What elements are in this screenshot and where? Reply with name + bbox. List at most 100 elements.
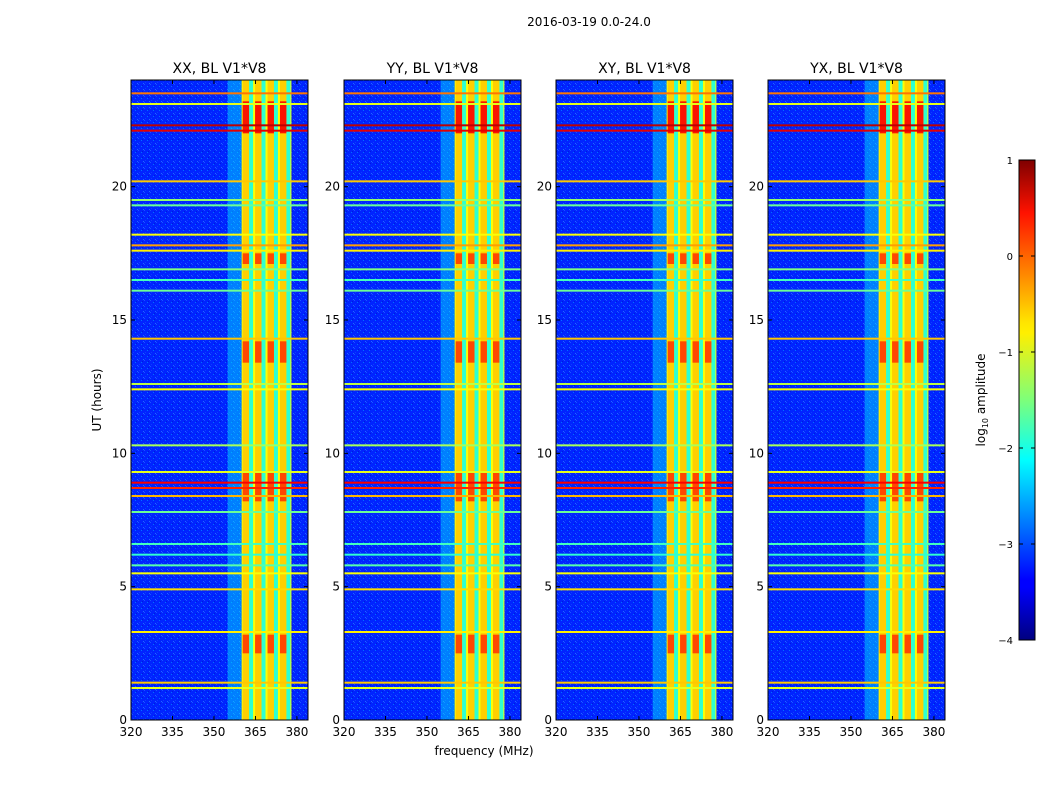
- panel-frame: [130, 79, 309, 721]
- x-tick-label: 320: [757, 725, 780, 739]
- hot-interval: [455, 253, 463, 264]
- hot-interval: [879, 253, 887, 264]
- rfi-line: [768, 481, 945, 484]
- rfi-line: [768, 92, 945, 95]
- hot-interval: [680, 101, 687, 134]
- rfi-line: [768, 103, 945, 105]
- y-tick-label: 5: [332, 580, 340, 594]
- x-tick-label: 350: [628, 725, 651, 739]
- rfi-line: [131, 543, 308, 545]
- rfi-line: [556, 279, 733, 281]
- hot-interval: [267, 101, 274, 134]
- y-axis-label: UT (hours): [90, 368, 104, 431]
- rfi-line: [344, 92, 521, 95]
- rfi-line: [556, 543, 733, 545]
- rfi-line: [768, 588, 945, 591]
- hot-interval: [892, 253, 899, 264]
- hot-interval: [492, 341, 500, 363]
- hot-interval: [480, 253, 487, 264]
- rfi-line: [131, 204, 308, 207]
- panel-frame: [767, 79, 946, 721]
- x-tick-label: 335: [374, 725, 397, 739]
- hot-interval: [667, 472, 675, 502]
- sub-band-gap: [910, 80, 915, 720]
- rfi-line: [344, 471, 521, 473]
- band-halo: [864, 80, 879, 720]
- rfi-line: [131, 388, 308, 391]
- rfi-line: [556, 289, 733, 292]
- x-tick-label: 350: [203, 725, 226, 739]
- rfi-line: [768, 289, 945, 292]
- rfi-line: [768, 249, 945, 252]
- rfi-line: [344, 481, 521, 484]
- hot-interval: [468, 634, 475, 654]
- rfi-line: [768, 129, 945, 132]
- y-tick-label: 0: [332, 713, 340, 727]
- rfi-line: [344, 249, 521, 252]
- sub-band-gap: [273, 80, 278, 720]
- rfi-line: [768, 572, 945, 575]
- panel-xy: XY, BL V1*V8 320 335 350 365 380 0 5 10 15 20: [537, 61, 734, 739]
- hot-interval: [879, 341, 887, 363]
- y-tick-label: 20: [749, 180, 764, 194]
- hot-interval: [455, 341, 463, 363]
- hot-interval: [667, 253, 675, 264]
- hot-interval: [916, 101, 924, 134]
- rfi-line: [344, 244, 521, 247]
- sub-band-gap: [674, 80, 679, 720]
- hot-interval: [892, 101, 899, 134]
- rfi-line: [131, 471, 308, 473]
- y-tick-label: 15: [325, 313, 340, 327]
- hot-interval: [892, 472, 899, 502]
- hot-interval: [255, 341, 262, 363]
- sub-band-gap: [923, 80, 928, 720]
- y-tick-label: 5: [119, 580, 127, 594]
- colorbar-tick-label: −3: [998, 540, 1013, 551]
- rfi-line: [131, 289, 308, 292]
- rfi-line: [768, 233, 945, 236]
- hot-interval: [480, 101, 487, 134]
- panel-title: XX, BL V1*V8: [173, 61, 267, 77]
- hot-interval: [904, 634, 911, 654]
- colorbar-tick-label: −1: [998, 348, 1013, 359]
- hot-interval: [455, 472, 463, 502]
- colorbar-label-sub: 10: [981, 418, 990, 428]
- hot-interval: [704, 101, 712, 134]
- rfi-line: [556, 249, 733, 252]
- hot-interval: [680, 472, 687, 502]
- hot-interval: [255, 472, 262, 502]
- sub-band-gap: [686, 80, 691, 720]
- hot-interval: [255, 253, 262, 264]
- rfi-line: [344, 687, 521, 689]
- hot-interval: [904, 341, 911, 363]
- sub-band: [242, 80, 250, 720]
- rfi-line: [131, 249, 308, 252]
- rfi-line: [556, 481, 733, 484]
- rfi-line: [344, 543, 521, 545]
- y-tick-label: 5: [756, 580, 764, 594]
- rfi-line: [556, 244, 733, 247]
- colorbar-tick-label: −2: [998, 444, 1013, 455]
- rfi-line: [556, 487, 733, 489]
- x-tick-label: 335: [586, 725, 609, 739]
- sub-band: [492, 80, 500, 720]
- hot-interval: [468, 101, 475, 134]
- y-tick-label: 10: [749, 446, 764, 460]
- hot-interval: [468, 341, 475, 363]
- x-tick-label: 365: [457, 725, 480, 739]
- y-tick-label: 10: [537, 446, 552, 460]
- hot-interval: [480, 472, 487, 502]
- rfi-line: [556, 631, 733, 633]
- hot-interval: [680, 634, 687, 654]
- hot-interval: [255, 634, 262, 654]
- rfi-line: [131, 495, 308, 497]
- sub-band-gap: [474, 80, 479, 720]
- x-tick-label: 350: [840, 725, 863, 739]
- hot-interval: [692, 472, 699, 502]
- rfi-line: [344, 204, 521, 207]
- heatmap-xy: [556, 80, 733, 720]
- hot-interval: [916, 341, 924, 363]
- hot-interval: [879, 101, 887, 134]
- x-tick-label: 350: [416, 725, 439, 739]
- rfi-line: [131, 383, 308, 385]
